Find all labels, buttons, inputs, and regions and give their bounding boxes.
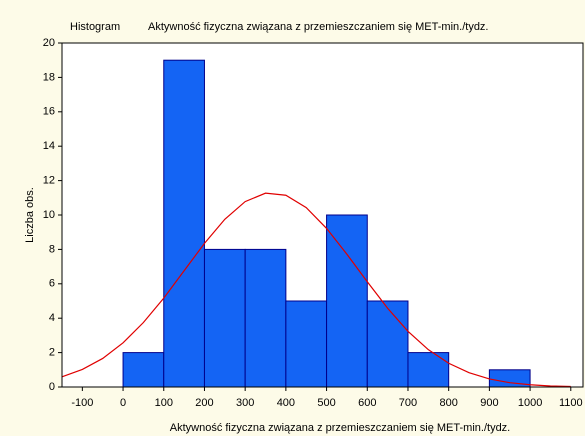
bar (244, 248, 287, 388)
x-tick-label: 700 (399, 397, 417, 409)
y-tick-label: 10 (43, 209, 55, 221)
y-tick-label: 12 (43, 175, 55, 187)
bar (285, 300, 328, 388)
x-tick-label: 900 (480, 397, 498, 409)
y-tick-label: 4 (49, 312, 55, 324)
x-tick-label: 1000 (518, 397, 542, 409)
y-tick-label: 6 (49, 278, 55, 290)
bar (407, 352, 450, 388)
y-tick-label: 14 (43, 140, 55, 152)
x-tick-label: 100 (155, 397, 173, 409)
x-tick-label: 200 (195, 397, 213, 409)
y-tick-label: 0 (49, 381, 55, 393)
x-tick-label: -100 (71, 397, 93, 409)
y-axis-label: Liczba obs. (24, 187, 36, 243)
x-tick-label: 0 (120, 397, 126, 409)
x-tick-label: 300 (236, 397, 254, 409)
bar (366, 300, 409, 388)
x-tick-label: 1100 (559, 397, 583, 409)
bar (203, 248, 246, 388)
x-tick-label: 400 (277, 397, 295, 409)
y-tick-label: 18 (43, 71, 55, 83)
y-tick-label: 8 (49, 243, 55, 255)
normal-curve (61, 192, 571, 388)
x-tick-label: 600 (358, 397, 376, 409)
bar (326, 214, 368, 388)
bar (122, 352, 165, 388)
y-tick-label: 2 (49, 347, 55, 359)
y-tick-label: 20 (43, 37, 55, 49)
x-axis-label: Aktywność fizyczna związana z przemieszc… (170, 422, 511, 434)
bar (163, 59, 205, 388)
chart-label: Histogram (70, 21, 120, 33)
x-tick-label: 500 (317, 397, 335, 409)
y-tick-label: 16 (43, 106, 55, 118)
x-tick-label: 800 (440, 397, 458, 409)
chart-title: Aktywność fizyczna związana z przemieszc… (148, 21, 489, 33)
